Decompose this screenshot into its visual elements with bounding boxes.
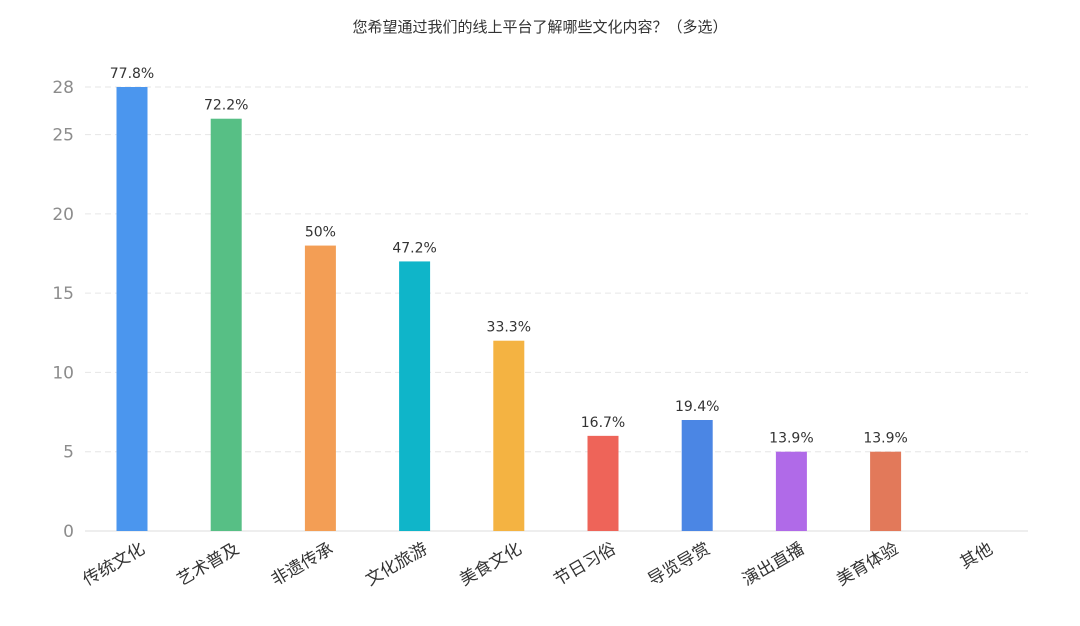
bar <box>304 245 336 532</box>
x-tick-label: 其他 <box>957 539 996 573</box>
data-label: 72.2% <box>204 98 248 114</box>
x-tick-label: 非遗传承 <box>268 539 337 590</box>
bar <box>870 451 902 531</box>
x-tick-label: 传统文化 <box>80 539 149 590</box>
x-tick-label: 节日习俗 <box>551 539 620 590</box>
y-tick-label: 0 <box>63 522 74 542</box>
data-label: 13.9% <box>863 431 907 447</box>
data-label: 16.7% <box>581 415 625 431</box>
data-label: 77.8% <box>110 66 154 82</box>
x-tick-label: 演出直播 <box>739 539 808 590</box>
data-labels: 77.8% 72.2% 50% 47.2% 33.3% 16.7% 19.4% 13.9% 13… <box>110 66 908 447</box>
y-tick-label: 10 <box>52 363 74 383</box>
x-tick-label: 美食文化 <box>456 539 525 590</box>
data-label: 47.2% <box>392 240 436 256</box>
y-tick-label: 25 <box>52 126 74 146</box>
y-tick-label: 15 <box>52 284 74 304</box>
data-label: 33.3% <box>487 320 531 336</box>
bar <box>493 340 525 531</box>
y-axis-ticks: 0 5 10 15 20 25 28 <box>52 78 74 542</box>
data-label: 19.4% <box>675 399 719 415</box>
bars <box>116 87 902 532</box>
y-tick-label: 20 <box>52 205 74 225</box>
chart-title: 您希望通过我们的线上平台了解哪些文化内容？（多选） <box>352 18 728 36</box>
y-tick-label: 28 <box>52 78 74 98</box>
x-tick-label: 导览导赏 <box>645 539 714 590</box>
x-tick-label: 文化旅游 <box>362 539 431 590</box>
data-label: 50% <box>305 225 336 241</box>
bar <box>681 420 713 531</box>
data-label: 13.9% <box>769 431 813 447</box>
x-tick-label: 美育体验 <box>833 539 902 590</box>
bar <box>775 451 807 531</box>
x-axis-ticks: 传统文化 艺术普及 非遗传承 文化旅游 美食文化 节日习俗 导览导赏 演出直播 美育体验 其他 <box>80 539 997 590</box>
bar <box>587 435 619 531</box>
x-tick-label: 艺术普及 <box>174 539 243 590</box>
y-tick-label: 5 <box>63 443 74 463</box>
bar <box>210 118 242 531</box>
bar <box>116 87 148 531</box>
bar <box>399 261 431 531</box>
